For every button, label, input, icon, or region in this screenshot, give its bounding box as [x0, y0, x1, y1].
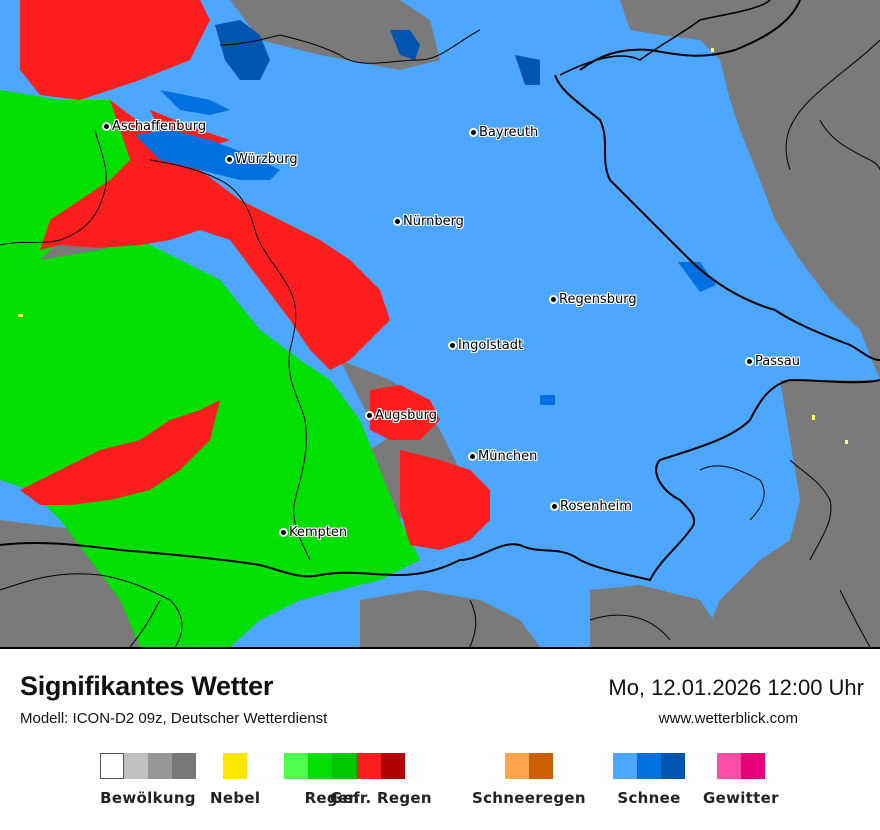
rain-areas: [0, 90, 420, 647]
map-title: Signifikantes Wetter: [20, 671, 274, 701]
legend-thunderstorm: Gewitter: [703, 753, 779, 807]
city-name: Ingolstadt: [458, 338, 524, 353]
heavy-snow-areas: [135, 20, 716, 405]
legend-swatch: [528, 753, 553, 779]
footer: Signifikantes Wetter Modell: ICON-D2 09z…: [0, 649, 880, 830]
city-name: Nürnberg: [403, 214, 464, 229]
legend-label: Gewitter: [703, 789, 779, 807]
model-subtitle: Modell: ICON-D2 09z, Deutscher Wetterdie…: [20, 710, 328, 727]
city-marker[interactable]: Passau: [747, 354, 800, 369]
city-name: Augsburg: [375, 408, 438, 423]
legend-sleet: Schneeregen: [472, 753, 586, 807]
fog-spots: [18, 48, 848, 444]
legend-swatch: [504, 753, 529, 779]
city-marker[interactable]: Kempten: [281, 525, 347, 540]
legend-swatch: [100, 753, 124, 779]
city-marker[interactable]: Würzburg: [227, 152, 298, 167]
legend-swatch: [661, 753, 685, 779]
city-marker[interactable]: Ingolstadt: [450, 338, 523, 353]
city-name: Aschaffenburg: [112, 119, 207, 134]
city-name: Kempten: [289, 525, 348, 540]
legend-label: Schneeregen: [472, 789, 586, 807]
city-dot-icon: [227, 157, 232, 162]
city-dot-icon: [450, 343, 455, 348]
legend-swatch: [284, 753, 308, 779]
legend-label: Schnee: [617, 789, 681, 807]
legend-label: Regen: [304, 789, 360, 807]
city-dot-icon: [367, 413, 372, 418]
city-name: Regensburg: [559, 292, 637, 307]
city-name: München: [478, 449, 538, 464]
legend-swatches: [223, 753, 248, 781]
legend-swatches: [504, 753, 553, 781]
legend-swatches: [356, 753, 405, 781]
legend-swatch: [740, 753, 765, 779]
legend-label: Gefr. Regen: [330, 789, 432, 807]
legend-swatch: [332, 753, 356, 779]
city-marker[interactable]: Aschaffenburg: [104, 119, 206, 134]
city-dot-icon: [395, 219, 400, 224]
city-marker[interactable]: München: [470, 449, 537, 464]
legend-swatch: [637, 753, 661, 779]
legend-swatch: [308, 753, 332, 779]
legend-label: Nebel: [210, 789, 261, 807]
legend-swatch: [148, 753, 172, 779]
legend-cloud-cover: Bewölkung: [100, 753, 196, 807]
city-name: Würzburg: [235, 152, 298, 167]
legend-freezing-rain: Gefr. Regen: [330, 753, 432, 807]
website-link[interactable]: www.wetterblick.com: [658, 710, 798, 727]
legend-swatch: [172, 753, 196, 779]
city-dot-icon: [281, 530, 286, 535]
legend-swatch: [380, 753, 405, 779]
forecast-datetime: Mo, 12.01.2026 12:00 Uhr: [608, 675, 864, 700]
legend-label: Bewölkung: [100, 789, 196, 807]
legend-swatch: [613, 753, 637, 779]
city-dot-icon: [747, 359, 752, 364]
legend-swatches: [716, 753, 765, 781]
city-name: Bayreuth: [479, 125, 539, 140]
legend-swatch: [223, 753, 248, 779]
city-dot-icon: [551, 297, 556, 302]
precipitation-layer: [0, 0, 880, 647]
city-marker[interactable]: Regensburg: [551, 292, 637, 307]
city-dot-icon: [104, 124, 109, 129]
legend-swatches: [613, 753, 685, 781]
legend-swatch: [356, 753, 381, 779]
legend-swatch: [716, 753, 741, 779]
legend-snow: Schnee: [613, 753, 685, 807]
legend-swatches: [100, 753, 196, 781]
legend-swatch: [124, 753, 148, 779]
city-marker[interactable]: Nürnberg: [395, 214, 464, 229]
legend: Bewölkung Nebel Regen Gefr. Regen Schnee…: [0, 753, 880, 813]
city-marker[interactable]: Bayreuth: [471, 125, 538, 140]
city-dot-icon: [552, 504, 557, 509]
legend-fog: Nebel: [210, 753, 260, 807]
city-dot-icon: [471, 130, 476, 135]
city-marker[interactable]: Rosenheim: [552, 499, 632, 514]
city-name: Passau: [755, 354, 800, 369]
borders: [0, 0, 880, 647]
weather-map[interactable]: Aschaffenburg Würzburg Bayreuth Nürnberg Reg…: [0, 0, 880, 649]
city-marker[interactable]: Augsburg: [367, 408, 437, 423]
city-name: Rosenheim: [560, 499, 632, 514]
city-dot-icon: [470, 454, 475, 459]
